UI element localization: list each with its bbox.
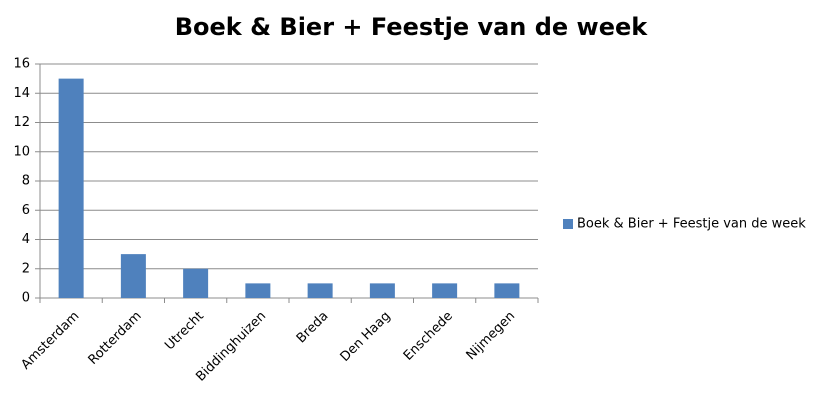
y-tick-label: 10 (13, 144, 30, 159)
bar (183, 268, 209, 298)
y-tick-label: 14 (13, 86, 30, 101)
bar (120, 254, 146, 298)
y-tick-label: 0 (22, 291, 30, 306)
bar (307, 283, 333, 298)
legend-label: Boek & Bier + Feestje van de week (577, 217, 806, 232)
y-tick-label: 2 (22, 261, 30, 276)
y-tick-label: 6 (22, 203, 30, 218)
y-tick-label: 12 (13, 115, 30, 130)
y-tick-label: 8 (22, 174, 30, 189)
bar (58, 78, 84, 298)
bar (494, 283, 520, 298)
bar (245, 283, 271, 298)
bar (369, 283, 395, 298)
y-tick-label: 4 (22, 232, 30, 247)
chart-title: Boek & Bier + Feestje van de week (175, 13, 649, 41)
y-tick-label: 16 (13, 57, 30, 72)
bar (432, 283, 458, 298)
legend-swatch (563, 219, 573, 229)
